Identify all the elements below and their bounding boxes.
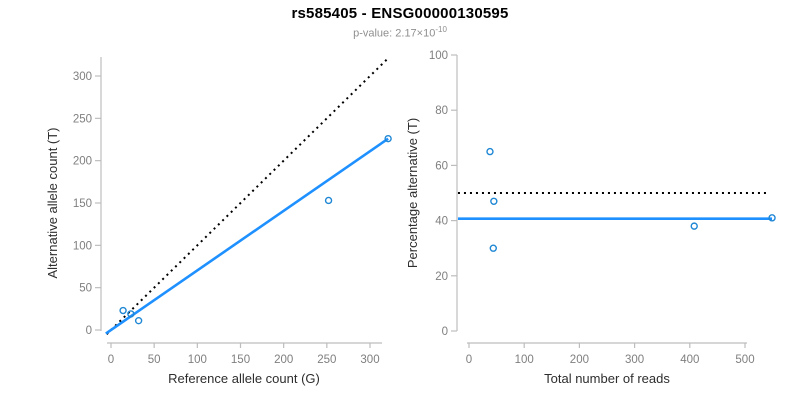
fitted-allelic-ratio-line [105, 137, 389, 335]
pvalue-exponent: -10 [435, 25, 447, 34]
left-y-axis-title: Alternative allele count (T) [45, 127, 60, 278]
x-tick-label: 500 [735, 354, 754, 366]
data-point [119, 306, 127, 315]
right-x-axis-title: Total number of reads [544, 371, 670, 386]
data-point [134, 316, 143, 325]
data-point [690, 222, 698, 230]
data-point [127, 310, 135, 318]
y-tick-label: 300 [73, 71, 92, 83]
x-tick-label: 0 [108, 354, 114, 366]
y-tick-label: 50 [79, 283, 92, 295]
x-tick-label: 100 [515, 354, 534, 366]
y-tick-label: 20 [435, 271, 448, 283]
x-tick-label: 0 [466, 354, 472, 366]
data-point [486, 147, 494, 156]
x-tick-label: 300 [360, 354, 379, 366]
right-y-axis-title: Percentage alternative (T) [405, 118, 420, 268]
x-tick-label: 150 [231, 354, 250, 366]
y-tick-label: 80 [435, 105, 448, 117]
left-x-axis-title: Reference allele count (G) [168, 371, 320, 386]
x-tick-label: 200 [274, 354, 293, 366]
y-tick-label: 250 [73, 113, 92, 125]
left-scatter-plot: 0 50 100 150 200 250 300 0 50 100 150 200 250 300 Ref… [45, 57, 392, 386]
y-tick-label: 0 [442, 326, 448, 338]
data-point [490, 197, 498, 205]
y-tick-label: 0 [86, 325, 92, 337]
pvalue-subtitle: p-value: 2.17×10-10 [0, 25, 800, 40]
x-tick-label: 400 [680, 354, 699, 366]
y-tick-label: 100 [429, 50, 448, 62]
y-tick-label: 200 [73, 156, 92, 168]
y-tick-label: 150 [73, 198, 92, 210]
x-tick-label: 250 [317, 354, 336, 366]
x-tick-label: 50 [148, 354, 161, 366]
right-scatter-plot: 0 20 40 60 80 100 0 100 200 300 400 500 Total numbe… [405, 50, 776, 386]
x-tick-label: 100 [188, 354, 207, 366]
figure-title: rs585405 - ENSG00000130595 [291, 5, 509, 22]
data-point [489, 244, 497, 252]
expected-identity-line [105, 57, 389, 335]
y-tick-label: 40 [435, 216, 448, 228]
x-tick-label: 300 [625, 354, 644, 366]
y-tick-label: 60 [435, 160, 448, 172]
data-point [384, 134, 392, 143]
y-tick-label: 100 [73, 240, 92, 252]
data-point [324, 196, 333, 205]
pvalue-text: p-value: 2.17×10 [353, 27, 436, 40]
x-tick-label: 200 [570, 354, 589, 366]
data-point [768, 214, 776, 222]
